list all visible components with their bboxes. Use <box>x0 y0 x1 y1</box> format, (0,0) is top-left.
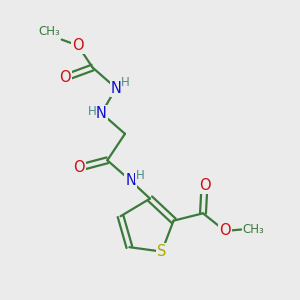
Text: CH₃: CH₃ <box>38 25 60 38</box>
Text: H: H <box>136 169 145 182</box>
Text: H: H <box>121 76 130 89</box>
Text: O: O <box>72 38 84 53</box>
Text: CH₃: CH₃ <box>243 223 265 236</box>
Text: O: O <box>219 224 231 238</box>
Text: N: N <box>125 173 136 188</box>
Text: O: O <box>74 160 85 175</box>
Text: N: N <box>96 106 107 121</box>
Text: O: O <box>199 178 210 193</box>
Text: O: O <box>59 70 70 86</box>
Text: N: N <box>111 81 122 96</box>
Text: H: H <box>88 105 96 118</box>
Text: S: S <box>157 244 167 259</box>
